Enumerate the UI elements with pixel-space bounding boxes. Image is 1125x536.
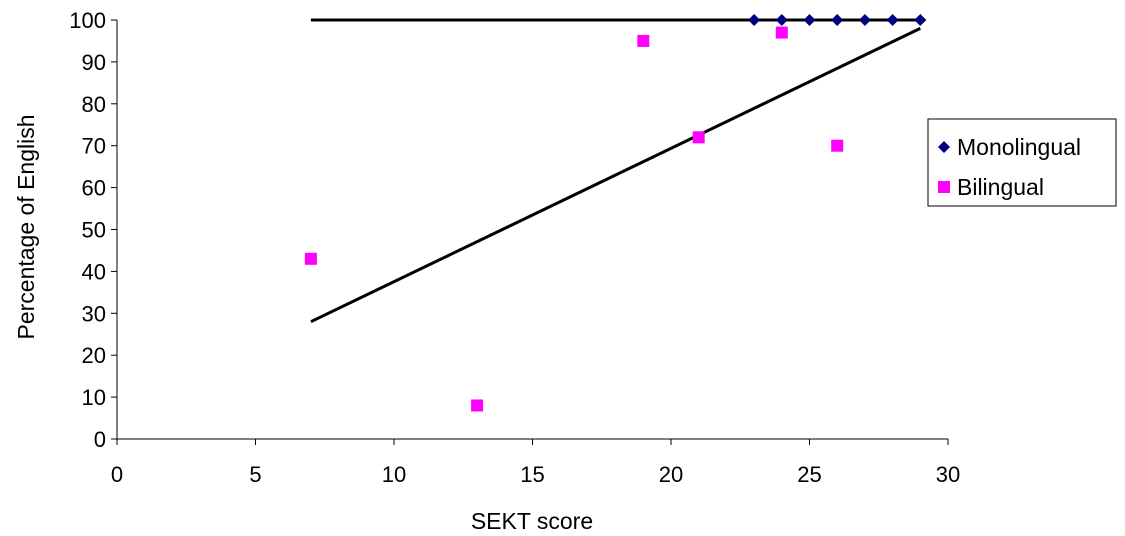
legend-marker-monolingual (938, 141, 950, 153)
y-tick-label: 60 (82, 176, 106, 201)
legend: Monolingual Bilingual (927, 118, 1117, 207)
point-monolingual (914, 14, 927, 26)
y-tick-label: 30 (82, 301, 106, 326)
y-tick-label: 100 (69, 8, 106, 33)
point-bilingual (831, 139, 844, 152)
x-tick-label: 30 (936, 462, 960, 487)
y-tick-label: 40 (82, 259, 106, 284)
trendlines (310, 18, 921, 324)
x-tick-label: 5 (249, 462, 261, 487)
trendline-bilingual (310, 27, 921, 324)
point-monolingual (748, 14, 761, 26)
point-bilingual (471, 399, 484, 412)
point-monolingual (803, 14, 816, 26)
legend-box (927, 118, 1117, 207)
y-tick-label: 90 (82, 50, 106, 75)
x-tick-label: 10 (382, 462, 406, 487)
y-tick-label: 70 (82, 134, 106, 159)
point-bilingual (304, 252, 317, 265)
x-tick-label: 20 (659, 462, 683, 487)
x-tick-label: 15 (520, 462, 544, 487)
legend-marker-bilingual (938, 181, 950, 193)
x-axis-title: SEKT score (471, 508, 593, 534)
point-bilingual (637, 34, 650, 47)
y-tick-label: 0 (94, 427, 106, 452)
point-monolingual (858, 14, 871, 26)
x-tick-label: 0 (111, 462, 123, 487)
legend-label-monolingual: Monolingual (957, 134, 1081, 160)
y-tick-label: 80 (82, 92, 106, 117)
y-tick-label: 10 (82, 385, 106, 410)
legend-label-bilingual: Bilingual (957, 174, 1044, 200)
point-bilingual (775, 26, 788, 39)
point-monolingual (775, 14, 788, 26)
y-tick-label: 50 (82, 218, 106, 243)
y-axis-title: Percentage of English (13, 114, 39, 339)
axes: 0 10 20 30 40 50 60 70 80 90 100 0 5 10 15 20 25 30 (69, 8, 960, 487)
y-tick-label: 20 (82, 343, 106, 368)
x-tick-label: 25 (797, 462, 821, 487)
point-monolingual (886, 14, 899, 26)
point-bilingual (692, 131, 705, 144)
point-monolingual (831, 14, 844, 26)
data-points (304, 14, 927, 412)
